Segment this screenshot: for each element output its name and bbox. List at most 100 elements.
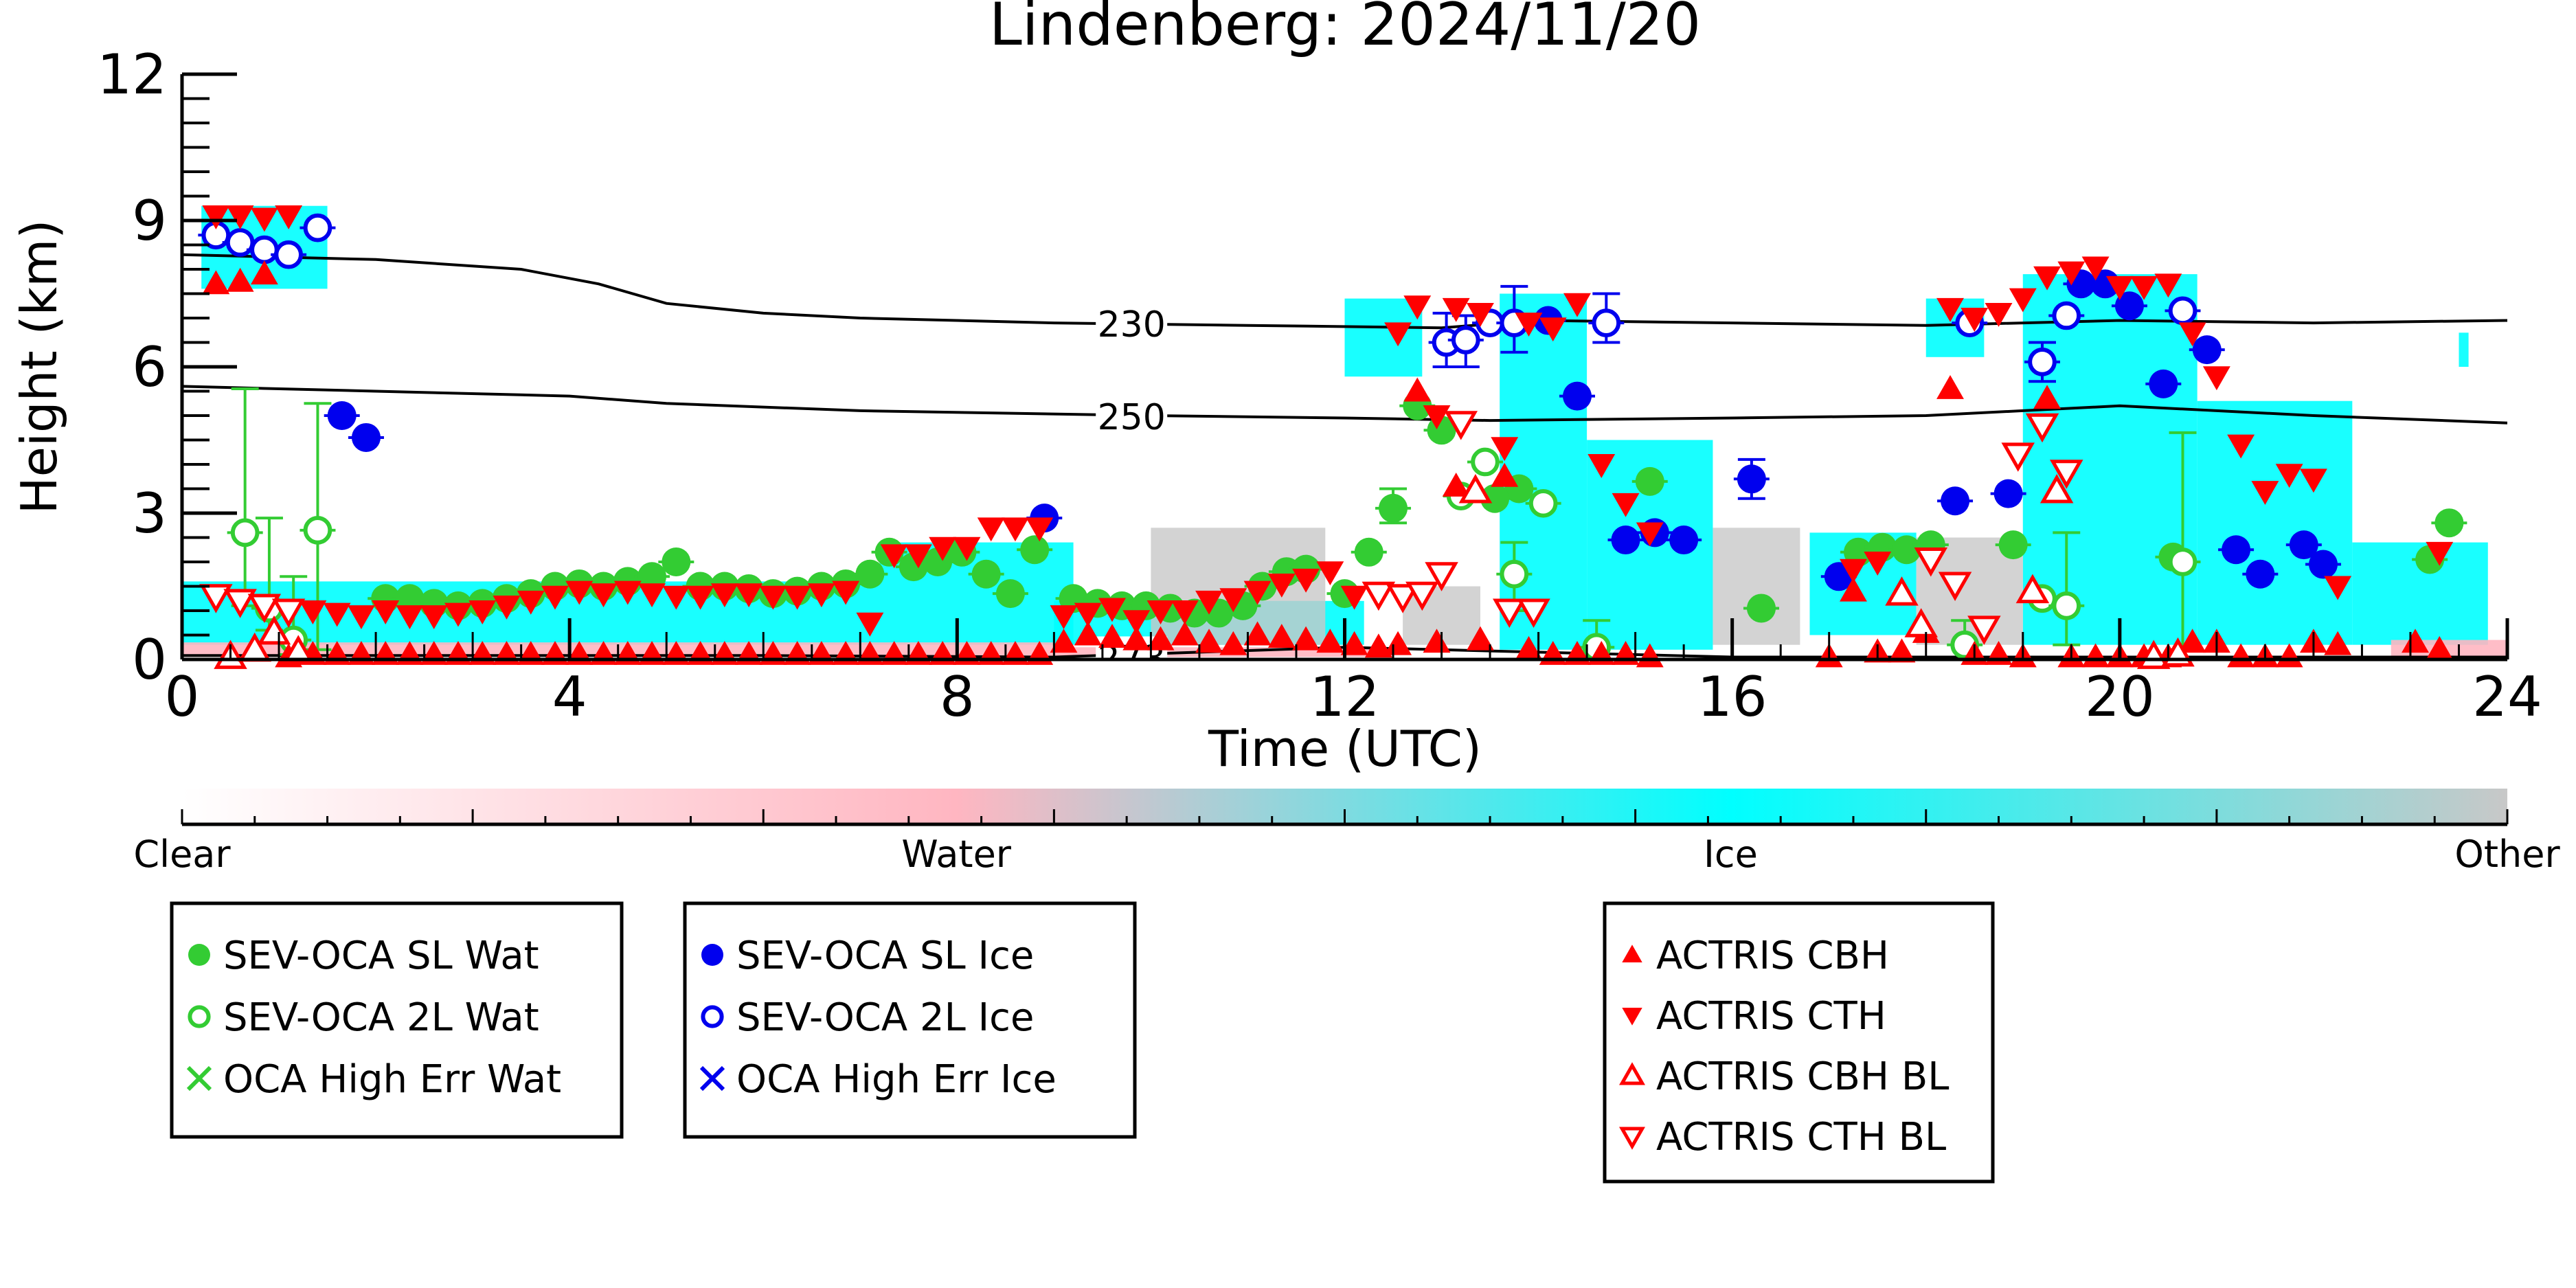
data-point [2324,631,2352,655]
data-point [1471,447,1500,477]
data-point [1423,629,1451,653]
data-point [250,235,279,264]
data-point [1636,643,1664,668]
data-point [1219,588,1247,613]
data-point [1515,313,1543,337]
data-point [2227,434,2255,459]
phase-region-ice [2459,332,2469,367]
data-point [1195,629,1223,653]
data-point [2033,385,2061,409]
data-point [1467,302,1494,327]
colorbar-label: Other [2454,833,2560,876]
data-point [953,536,981,561]
data-point [2227,643,2255,668]
data-point [1892,535,1921,565]
data-point [2178,322,2206,347]
data-point [1316,629,1344,653]
data-point [1384,322,1412,347]
data-point [1020,535,1050,565]
data-point [1746,594,1776,623]
data-point [2001,442,2035,472]
data-point [1914,547,1948,577]
data-point [327,401,357,430]
data-point [1458,474,1493,504]
legend-label: ACTRIS CBH BL [1656,1054,1949,1099]
x-tick-label: 24 [2472,665,2542,729]
legend-water-box: SEV-OCA SL Wat SEV-OCA 2L Wat OCA High Err… [170,901,624,1139]
data-point [2246,559,2275,589]
data-point [323,602,351,627]
data-point [2050,460,2083,489]
data-point [1362,581,1396,611]
data-point [493,595,521,620]
legend-label: SEV-OCA SL Wat [223,934,539,978]
data-point [1195,590,1223,615]
data-point [2251,481,2279,505]
data-point [2149,369,2178,398]
data-point [1403,377,1432,402]
data-point [1074,602,1102,627]
data-point [589,583,618,608]
data-point [2275,643,2303,668]
data-point [2289,530,2318,560]
data-point [2168,296,2197,326]
data-point [2057,261,2086,286]
data-point [1451,326,1480,354]
legend-frame [1603,901,1995,1184]
data-point [1267,624,1296,648]
data-point [1098,598,1126,622]
data-point [2081,256,2110,281]
isotherm-label: 230 [1098,304,1166,346]
data-point [977,517,1005,542]
data-point [517,590,545,615]
legend-label: ACTRIS CBH [1656,934,1889,978]
legend-marker [699,1065,725,1092]
x-tick-label: 20 [2085,665,2155,729]
data-point [2168,547,2197,576]
data-point [856,612,884,637]
data-point [686,585,714,610]
data-point [1737,464,1766,494]
data-point [904,544,932,569]
data-point [1403,295,1432,320]
colorbar-label: Clear [133,833,231,876]
data-point [1491,462,1519,487]
colorbar-label: Ice [1704,833,1758,876]
data-point [855,559,885,589]
data-point [2105,275,2134,300]
data-point [2426,541,2454,566]
legend-label: OCA High Err Ice [736,1057,1057,1102]
data-point [807,583,835,608]
data-point [1539,317,1567,342]
data-point [1517,598,1550,628]
y-tick-label: 6 [132,335,167,399]
legend-ice-box: SEV-OCA SL Ice SEV-OCA 2L Ice OCA High Err… [683,901,1137,1139]
data-point [351,422,381,452]
data-point [1612,493,1640,517]
data-point [1515,635,1543,660]
data-point [1941,486,1970,516]
legend-marker [701,1005,724,1028]
data-point [638,583,666,608]
legend-marker [1622,1007,1642,1026]
data-point [1563,293,1591,317]
data-point [372,600,400,624]
colorbar-label: Water [901,833,1011,876]
y-tick-label: 0 [132,628,167,692]
data-point [783,585,811,610]
data-point [735,583,763,608]
data-point [250,207,278,232]
data-point [2192,335,2222,365]
data-point [1611,526,1640,555]
data-point [1074,621,1102,646]
x-tick-label: 4 [552,665,587,729]
data-point [1967,615,2001,645]
legend-marker [1618,1127,1646,1150]
data-point [1050,629,1078,653]
data-point [1635,466,1664,496]
data-point [444,602,472,627]
isotherm-label-bg [1096,395,1168,435]
data-point [1592,308,1621,337]
legend-label: OCA High Err Wat [223,1057,561,1102]
legend-marker [1618,1062,1646,1085]
